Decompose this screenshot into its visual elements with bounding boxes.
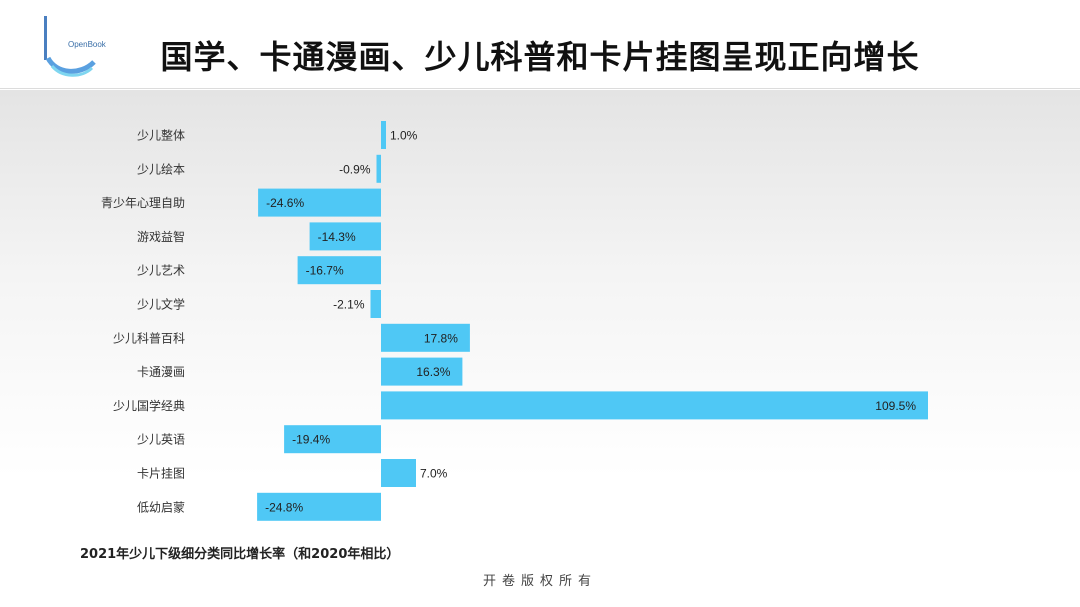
category-label-2: 少儿绘本: [137, 161, 185, 176]
category-label-3: 青少年心理自助: [101, 196, 185, 210]
title-divider: [0, 88, 1080, 89]
category-label-12: 低幼启蒙: [137, 500, 185, 514]
bar-9: [381, 391, 928, 420]
value-label-11: 7.0%: [420, 467, 448, 481]
category-label-9: 少儿国学经典: [113, 398, 185, 413]
bar-2: [376, 154, 381, 183]
category-label-1: 少儿整体: [137, 128, 185, 143]
value-label-4: -14.3%: [318, 230, 356, 244]
bar-5: [297, 256, 381, 285]
bar-8: [381, 357, 463, 386]
bar-12: [257, 492, 381, 521]
value-label-8: 16.3%: [416, 365, 450, 379]
logo-text: OpenBook: [68, 40, 106, 49]
category-label-11: 卡片挂图: [137, 467, 185, 481]
category-label-7: 少儿科普百科: [113, 331, 185, 345]
value-label-2: -0.9%: [339, 162, 371, 176]
category-label-6: 少儿文学: [137, 297, 185, 312]
value-label-3: -24.6%: [266, 196, 304, 210]
bar-6: [370, 290, 381, 318]
value-label-9: 109.5%: [875, 399, 916, 413]
value-label-10: -19.4%: [292, 433, 330, 447]
bar-10: [284, 425, 381, 454]
bar-7: [381, 323, 470, 352]
value-label-1: 1.0%: [390, 129, 418, 143]
value-label-7: 17.8%: [424, 331, 458, 345]
bar-11: [381, 459, 416, 487]
chart-background: [0, 90, 1080, 607]
copyright-footer: 开卷版权所有: [482, 574, 597, 589]
page-title: 国学、卡通漫画、少儿科普和卡片挂图呈现正向增长: [160, 38, 920, 76]
openbook-logo: [44, 16, 96, 77]
bar-3: [258, 188, 381, 217]
value-label-12: -24.8%: [265, 500, 303, 514]
chart-caption: 2021年少儿下级细分类同比增长率（和2020年相比）: [80, 547, 400, 562]
category-label-8: 卡通漫画: [137, 365, 185, 379]
value-label-6: -2.1%: [333, 298, 365, 312]
bar-4: [309, 222, 381, 251]
category-label-4: 游戏益智: [137, 229, 185, 244]
category-label-10: 少儿英语: [137, 433, 185, 447]
value-label-5: -16.7%: [306, 264, 344, 278]
bar-1: [381, 121, 386, 149]
category-label-5: 少儿艺术: [137, 264, 185, 278]
